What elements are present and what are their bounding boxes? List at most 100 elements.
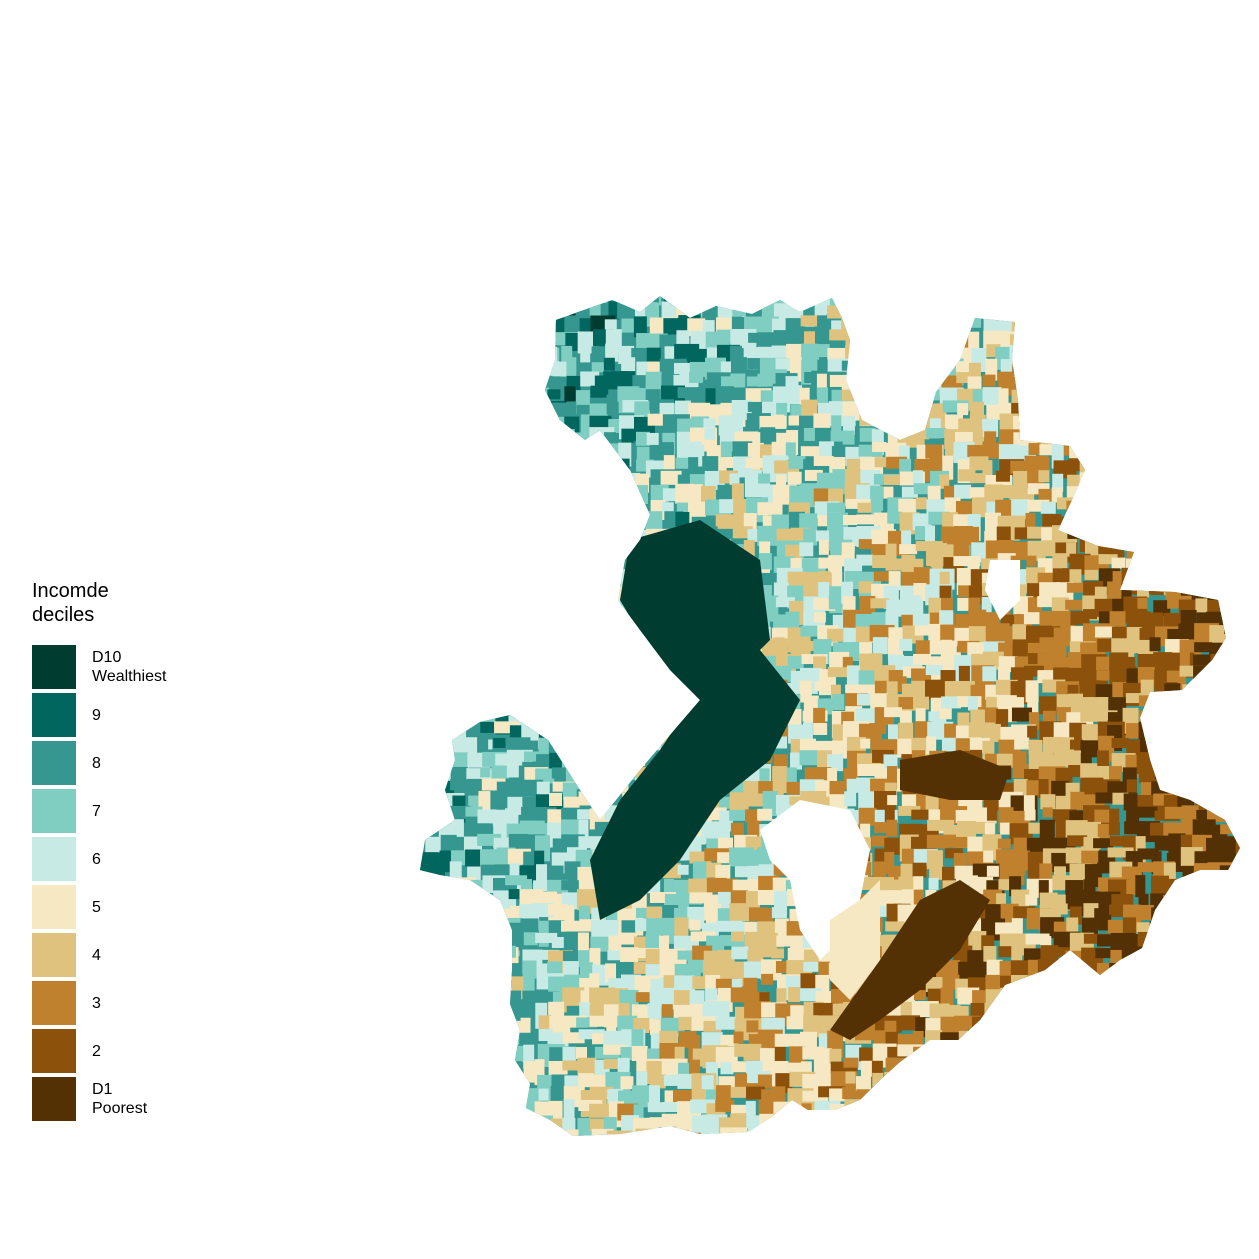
tract: [579, 1002, 591, 1018]
tract: [982, 374, 996, 387]
tract: [420, 991, 424, 1005]
tract: [577, 595, 595, 622]
tract: [620, 947, 639, 965]
tract: [464, 652, 483, 669]
tract: [520, 740, 539, 753]
tract: [440, 568, 457, 579]
tract: [1222, 974, 1237, 988]
tract: [454, 469, 481, 484]
tract: [551, 680, 574, 705]
tract: [496, 1145, 509, 1155]
tract: [632, 1085, 654, 1108]
tract: [844, 791, 857, 807]
tract: [1124, 317, 1145, 342]
tract: [1081, 1114, 1094, 1136]
tract: [1220, 655, 1234, 676]
legend-item: 7: [32, 787, 166, 835]
tract: [1135, 875, 1146, 898]
tract: [870, 598, 890, 609]
tract: [855, 315, 881, 339]
tract: [1084, 296, 1109, 314]
tract: [771, 948, 785, 959]
legend-label: 8: [92, 754, 101, 772]
tract: [717, 852, 740, 864]
tract: [1080, 1031, 1095, 1056]
tract: [886, 1117, 904, 1136]
tract: [549, 792, 563, 806]
tract: [420, 823, 430, 835]
tract: [996, 893, 1007, 907]
tract: [1207, 1128, 1235, 1136]
tract: [898, 445, 910, 465]
tract: [420, 512, 429, 536]
tract: [1112, 1131, 1126, 1136]
tract: [449, 401, 464, 426]
tract: [1027, 345, 1051, 362]
tract: [1235, 694, 1240, 710]
tract: [757, 1074, 772, 1089]
tract: [816, 1059, 829, 1078]
tract: [1192, 359, 1210, 370]
tract: [1135, 486, 1155, 498]
tract: [523, 1071, 535, 1083]
tract: [1219, 415, 1240, 435]
tract: [939, 474, 950, 489]
tract: [1080, 711, 1108, 722]
tract: [674, 917, 689, 941]
tract: [1219, 865, 1239, 891]
tract: [800, 315, 827, 327]
tract: [466, 637, 481, 652]
tract: [493, 418, 508, 429]
tract: [982, 460, 993, 477]
tract: [524, 614, 535, 639]
tract: [451, 584, 471, 603]
tract: [1177, 1048, 1188, 1065]
tract: [969, 296, 986, 308]
tract: [548, 611, 568, 629]
tract: [1177, 360, 1189, 379]
legend-swatch: [32, 1077, 76, 1121]
tract: [1123, 431, 1138, 451]
tract: [1194, 296, 1212, 310]
tract: [915, 296, 939, 304]
tract: [1179, 920, 1206, 948]
tract: [551, 569, 571, 581]
tract: [911, 809, 935, 820]
tract: [729, 903, 753, 922]
tract: [1195, 414, 1215, 432]
tract: [1154, 810, 1170, 821]
tract: [659, 935, 670, 952]
tract: [1179, 751, 1196, 779]
tract: [449, 432, 472, 445]
tract: [1222, 1127, 1238, 1136]
tract: [1026, 320, 1053, 335]
tract: [1097, 471, 1117, 485]
tract: [872, 319, 898, 333]
tract: [1028, 822, 1048, 834]
tract: [925, 1146, 937, 1163]
tract: [1121, 446, 1134, 471]
tract: [1222, 764, 1240, 782]
tract: [928, 597, 942, 614]
tract: [1167, 371, 1179, 388]
tract: [1207, 763, 1233, 784]
tract: [1056, 1015, 1081, 1043]
tract: [855, 1030, 876, 1041]
tract: [998, 388, 1009, 415]
legend-swatch: [32, 645, 76, 689]
tract: [1108, 527, 1134, 545]
tract: [1136, 455, 1158, 467]
tract: [984, 1075, 1000, 1096]
tract: [674, 697, 694, 713]
tract: [1097, 1104, 1110, 1129]
tract: [871, 359, 891, 370]
tract: [482, 400, 510, 416]
legend-label: 9: [92, 706, 101, 724]
tract: [524, 455, 542, 469]
tract: [720, 1127, 748, 1136]
tract: [1110, 446, 1128, 471]
tract: [579, 514, 606, 525]
tract: [1220, 877, 1233, 905]
tract: [873, 571, 900, 582]
tract: [1096, 1016, 1109, 1040]
